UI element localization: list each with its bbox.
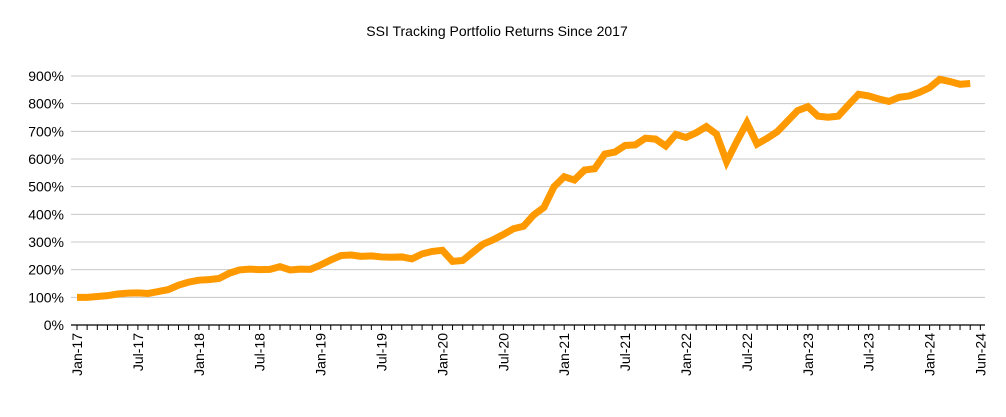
chart-title: SSI Tracking Portfolio Returns Since 201… [366, 23, 628, 39]
x-tick-label: Jul-20 [495, 333, 511, 371]
y-tick-label: 300% [28, 234, 64, 250]
x-tick-label: Jan-18 [191, 333, 207, 376]
x-tick-label: Jan-21 [556, 333, 572, 376]
x-tick-label: Jan-17 [69, 333, 85, 376]
returns-line [77, 79, 970, 297]
y-tick-label: 200% [28, 262, 64, 278]
x-tick-label: Jan-22 [678, 333, 694, 376]
x-tick-label: Jul-17 [130, 333, 146, 371]
x-tick-label: Jan-19 [313, 333, 329, 376]
series-line [77, 79, 970, 297]
y-tick-label: 0% [44, 317, 64, 333]
x-axis: Jan-17 Jul-17 Jan-18 Jul-18 Jan-19 Jul-19 Jan-… [69, 325, 988, 376]
y-tick-label: 900% [28, 68, 64, 84]
y-tick-label: 600% [28, 151, 64, 167]
x-tick-label: Jul-23 [861, 333, 877, 371]
y-tick-label: 800% [28, 96, 64, 112]
y-tick-label: 700% [28, 123, 64, 139]
x-tick-label: Jul-19 [374, 333, 390, 371]
x-tick-label: Jan-23 [800, 333, 816, 376]
x-tick-label: Jul-22 [739, 333, 755, 371]
x-tick-label: Jul-18 [252, 333, 268, 371]
x-tick-label: Jul-21 [617, 333, 633, 371]
y-axis: 0% 100% 200% 300% 400% 500% 600% 700% 800% 900% [28, 68, 64, 333]
x-tick-label: Jun-24 [972, 333, 988, 376]
x-tick-label: Jan-24 [922, 333, 938, 376]
y-tick-label: 100% [28, 289, 64, 305]
y-tick-label: 500% [28, 179, 64, 195]
x-tick-label: Jan-20 [434, 333, 450, 376]
y-tick-label: 400% [28, 206, 64, 222]
